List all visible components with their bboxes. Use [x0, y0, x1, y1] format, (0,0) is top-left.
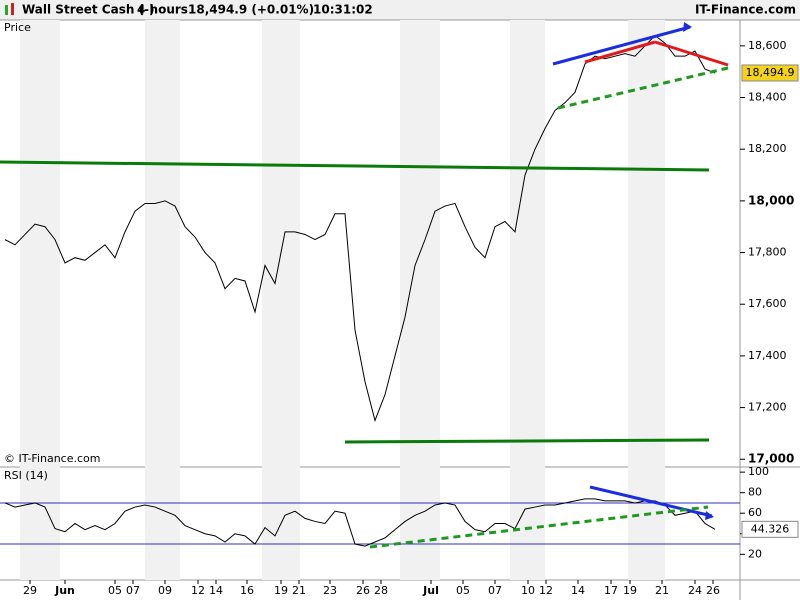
x-tick-label: 12 — [539, 584, 553, 597]
x-tick-label: 07 — [488, 584, 502, 597]
x-tick-label: 14 — [209, 584, 223, 597]
series-line — [4, 498, 716, 547]
weekend-band — [400, 20, 440, 580]
x-tick-label: 28 — [374, 584, 388, 597]
x-tick-label: 29 — [23, 584, 37, 597]
x-tick-label: 26 — [356, 584, 370, 597]
y-tick-label: 17,400 — [748, 349, 787, 362]
header-icon — [5, 3, 14, 15]
y-tick-label: 20 — [748, 547, 762, 560]
annotations — [0, 22, 729, 549]
plot: 17,000 17,200 17,400 17,600 17,800 18,000 18,2… — [0, 34, 799, 597]
x-tick-label: Jul — [422, 584, 439, 597]
x-tick-label: 17 — [604, 584, 618, 597]
x-tick-label: 24 — [688, 584, 702, 597]
site: IT-Finance.com — [695, 3, 796, 17]
x-tick-label: 12 — [191, 584, 205, 597]
instrument: Wall Street Cash (-) — [22, 3, 155, 17]
last-value-label: 44.326 — [751, 522, 790, 535]
y-tick-label: 18,200 — [748, 142, 787, 155]
y-tick-label: 80 — [748, 486, 762, 499]
last-value-box — [741, 520, 799, 538]
series-line — [4, 34, 716, 423]
x-tick-label: 05 — [108, 584, 122, 597]
panel-label: RSI (14) — [4, 469, 48, 482]
x-tick-label: 26 — [706, 584, 720, 597]
y-tick-label: 100 — [748, 465, 769, 478]
x-tick-label: 09 — [158, 584, 172, 597]
y-tick-label: 17,200 — [748, 401, 787, 414]
time: 10:31:02 — [313, 3, 373, 17]
quote: 18,494.9 (+0.01%) — [188, 3, 314, 17]
x-tick-label: 16 — [240, 584, 254, 597]
x-tick-label: 23 — [323, 584, 337, 597]
x-tick-label: 21 — [292, 584, 306, 597]
x-tick-label: Jun — [54, 584, 75, 597]
y-tick-label: 17,000 — [748, 452, 794, 466]
y-tick-label: 18,400 — [748, 91, 787, 104]
y-tick-label: 18,000 — [748, 193, 794, 207]
y-tick-label: 18,600 — [748, 39, 787, 52]
weekend-bands — [20, 20, 665, 580]
x-tick-label: 07 — [126, 584, 140, 597]
weekend-band — [145, 20, 180, 580]
last-value-box — [741, 64, 799, 82]
weekend-band — [510, 20, 545, 580]
header-bar — [0, 0, 800, 20]
x-tick-label: 19 — [274, 584, 288, 597]
timeframe: 4 hours — [137, 3, 188, 17]
x-tick-label: 14 — [571, 584, 585, 597]
last-value-label: 18,494.9 — [746, 66, 795, 79]
x-tick-label: 19 — [623, 584, 637, 597]
weekend-band — [628, 20, 665, 580]
panel-label: Price — [4, 21, 31, 34]
y-tick-label: 17,600 — [748, 297, 787, 310]
weekend-band — [262, 20, 300, 580]
x-tick-label: 05 — [456, 584, 470, 597]
weekend-band — [20, 20, 60, 580]
watermark: © IT-Finance.com — [4, 452, 101, 465]
y-tick-label: 17,800 — [748, 246, 787, 259]
x-tick-label: 21 — [655, 584, 669, 597]
y-tick-label: 60 — [748, 506, 762, 519]
x-tick-label: 10 — [521, 584, 535, 597]
